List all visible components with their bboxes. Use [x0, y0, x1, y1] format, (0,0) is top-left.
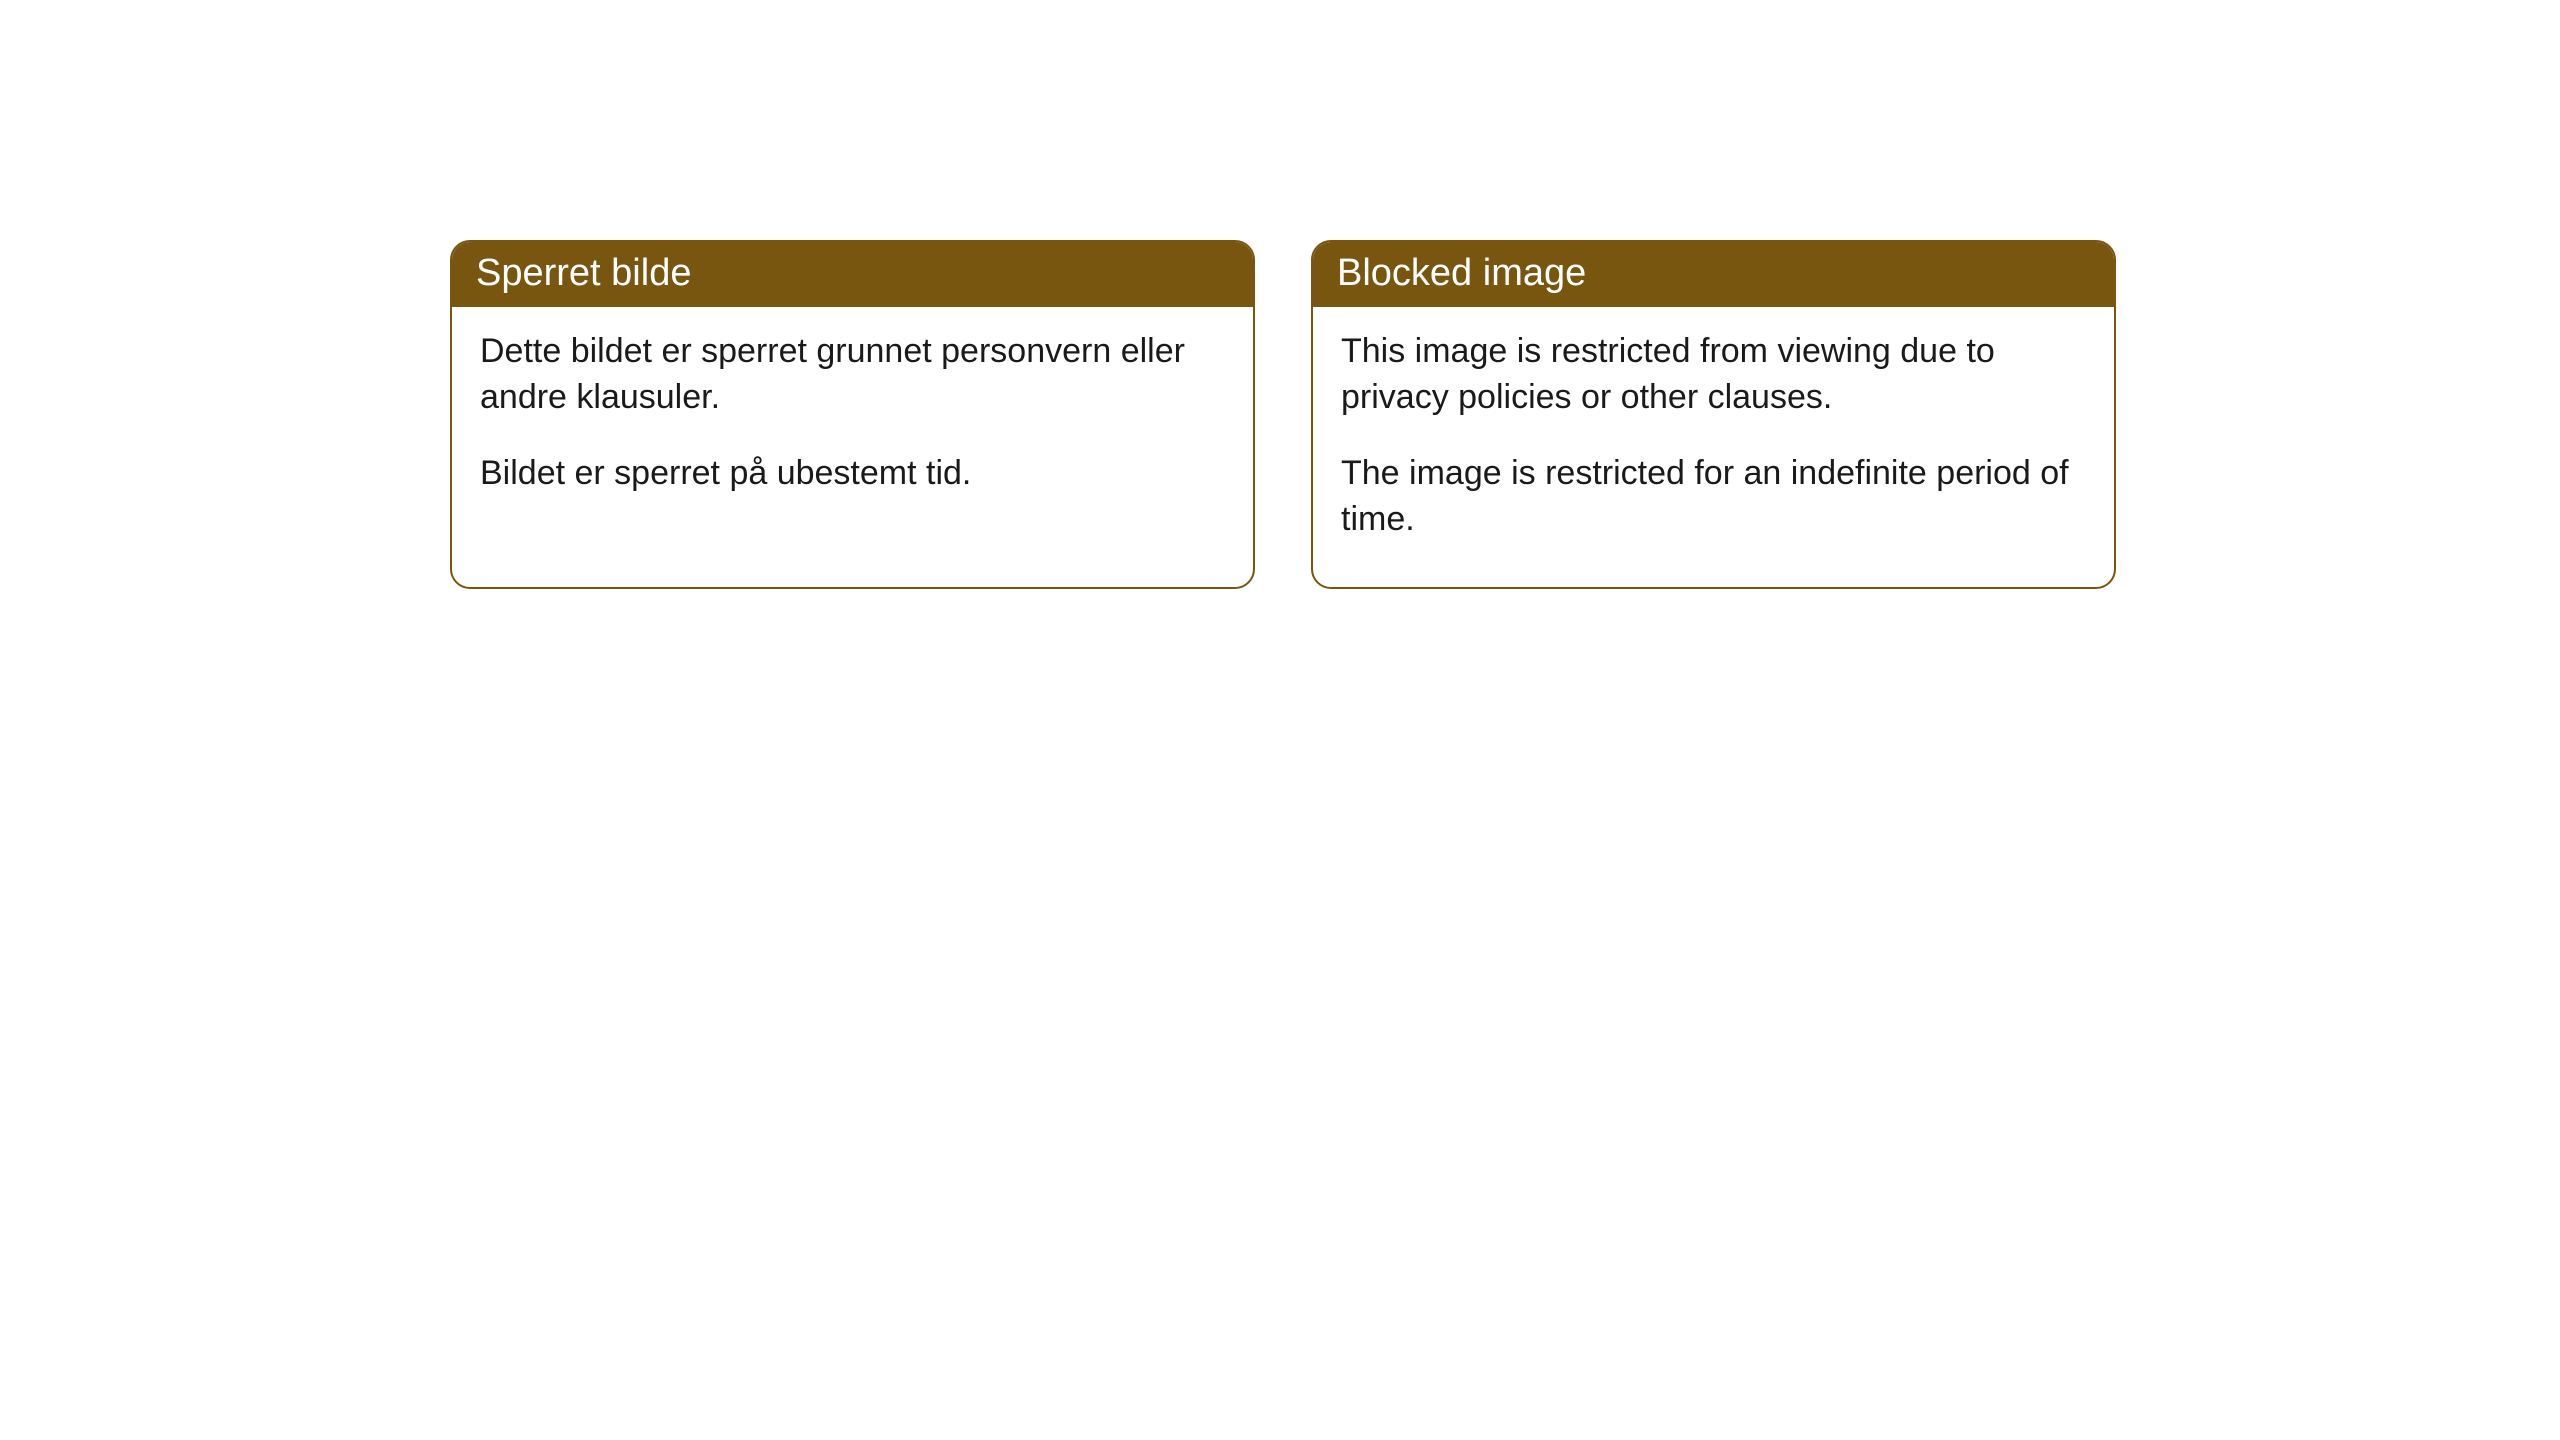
card-text-no-2: Bildet er sperret på ubestemt tid. — [480, 451, 1225, 497]
blocked-image-card-no: Sperret bilde Dette bildet er sperret gr… — [450, 240, 1255, 589]
card-text-en-2: The image is restricted for an indefinit… — [1341, 451, 2086, 543]
card-text-no-1: Dette bildet er sperret grunnet personve… — [480, 329, 1225, 421]
blocked-image-card-en: Blocked image This image is restricted f… — [1311, 240, 2116, 589]
card-body-en: This image is restricted from viewing du… — [1313, 307, 2114, 587]
card-body-no: Dette bildet er sperret grunnet personve… — [452, 307, 1253, 541]
cards-container: Sperret bilde Dette bildet er sperret gr… — [0, 0, 2560, 589]
card-header-no: Sperret bilde — [452, 242, 1253, 307]
card-header-en: Blocked image — [1313, 242, 2114, 307]
card-text-en-1: This image is restricted from viewing du… — [1341, 329, 2086, 421]
